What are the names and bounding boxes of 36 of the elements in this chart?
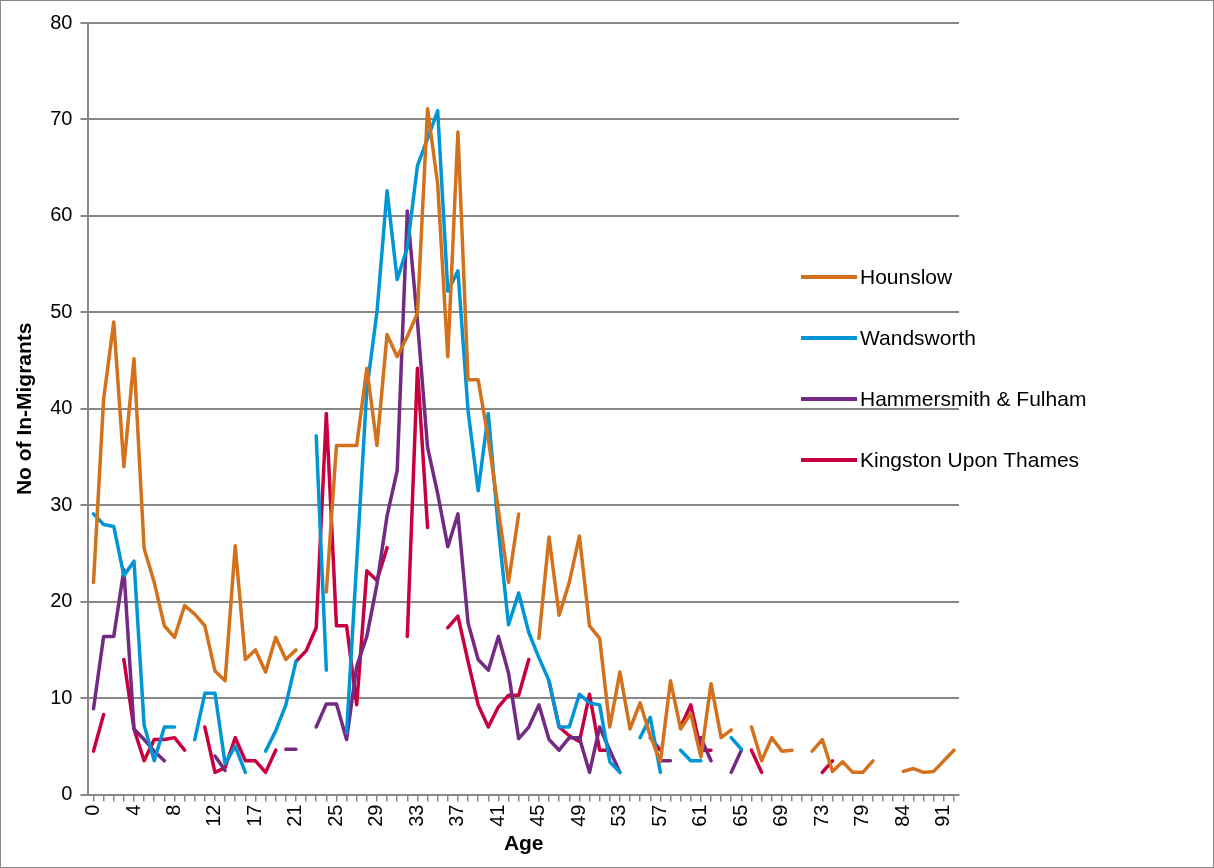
y-axis-title: No of In-Migrants (12, 322, 36, 496)
x-tick-label: 17 (242, 804, 265, 827)
y-tick-label: 70 (50, 106, 73, 129)
y-tick-label: 80 (50, 10, 73, 33)
y-tick-label: 60 (50, 203, 73, 226)
x-tick-label: 84 (890, 804, 913, 827)
x-tick-label: 61 (688, 804, 711, 827)
x-tick-label: 49 (566, 804, 589, 827)
x-tick-label: 57 (647, 804, 670, 827)
x-axis-title: Age (503, 831, 544, 855)
x-tick-label: 29 (364, 804, 387, 827)
x-tick-label: 25 (323, 804, 346, 827)
x-tick-label: 0 (81, 804, 104, 816)
y-tick-label: 20 (50, 589, 73, 612)
x-tick-label: 65 (728, 804, 751, 827)
x-tick-label: 53 (607, 804, 630, 827)
x-tick-label: 73 (809, 804, 832, 827)
legend-label: Hammersmith & Fulham (860, 386, 1087, 411)
legend-label: Kingston Upon Thames (860, 447, 1080, 472)
legend-label: Hounslow (860, 264, 953, 289)
x-tick-label: 4 (121, 804, 144, 816)
legend-label: Wandsworth (860, 325, 976, 350)
y-tick-label: 30 (50, 492, 73, 515)
x-tick-label: 45 (526, 804, 549, 827)
x-tick-label: 91 (931, 804, 954, 827)
x-tick-label: 41 (485, 804, 508, 827)
x-tick-label: 12 (202, 804, 225, 827)
x-tick-label: 69 (769, 804, 792, 827)
x-tick-label: 8 (162, 804, 184, 816)
x-tick-label: 33 (404, 804, 427, 827)
x-tick-label: 79 (850, 804, 873, 827)
y-tick-label: 10 (50, 685, 73, 708)
x-tick-label: 21 (283, 804, 306, 827)
y-tick-label: 50 (50, 299, 73, 322)
x-tick-label: 37 (445, 804, 468, 827)
y-tick-label: 40 (50, 396, 73, 419)
